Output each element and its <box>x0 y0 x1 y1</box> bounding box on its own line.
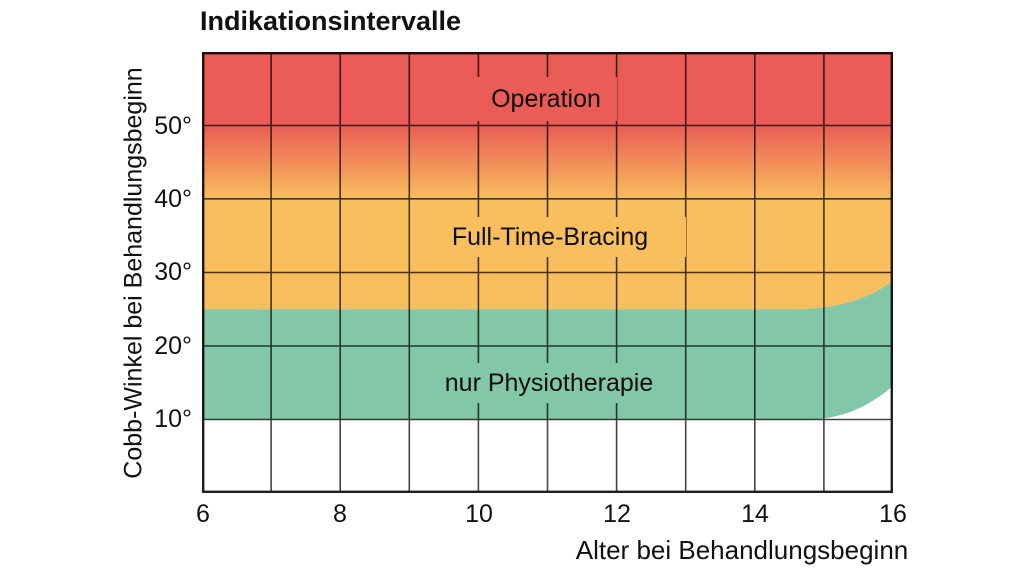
y-tick-label-30: 30° <box>154 258 192 286</box>
zone-label-physio-text: nur Physiotherapie <box>444 368 654 397</box>
x-tick-label-8: 8 <box>333 500 347 528</box>
x-tick-label-16: 16 <box>879 500 907 528</box>
zone-label-physio: nur Physiotherapie <box>423 363 675 403</box>
zone-label-operation: Operation <box>475 77 617 121</box>
chart-title: Indikationsintervalle <box>200 6 462 36</box>
x-tick-label-6: 6 <box>196 500 210 528</box>
y-tick-label-50: 50° <box>154 112 192 140</box>
grid-layer <box>202 52 893 493</box>
zone-label-bracing: Full-Time-Bracing <box>414 217 686 257</box>
zone-label-bracing-text: Full-Time-Bracing <box>451 222 649 251</box>
x-tick-label-10: 10 <box>465 500 493 528</box>
y-tick-label-10: 10° <box>154 405 192 433</box>
zone-label-operation-text: Operation <box>491 84 601 113</box>
plot-border <box>202 52 893 493</box>
x-axis-title: Alter bei Behandlungsbeginn <box>575 535 909 565</box>
y-tick-label-40: 40° <box>154 185 192 213</box>
x-tick-label-14: 14 <box>741 500 769 528</box>
x-tick-label-12: 12 <box>603 500 631 528</box>
y-tick-label-20: 20° <box>154 332 192 360</box>
